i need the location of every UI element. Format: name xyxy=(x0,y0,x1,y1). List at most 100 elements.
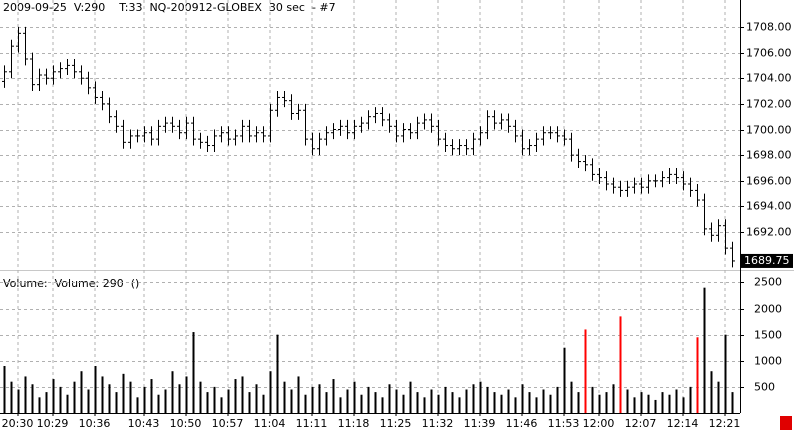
volume-bar xyxy=(297,376,300,413)
volume-bar xyxy=(339,397,342,413)
volume-bar xyxy=(108,384,111,413)
volume-bar xyxy=(66,394,69,413)
volume-bar xyxy=(388,384,391,413)
volume-bar xyxy=(423,397,426,413)
volume-bar xyxy=(633,397,636,413)
volume-bar xyxy=(101,376,104,413)
volume-bar xyxy=(38,397,41,413)
x-tick-label: 10:36 xyxy=(79,417,111,430)
volume-bar xyxy=(731,392,734,413)
volume-bar xyxy=(80,371,83,413)
volume-bar xyxy=(255,384,258,413)
volume-bar xyxy=(430,389,433,413)
x-tick-label: 11:32 xyxy=(422,417,454,430)
volume-bar xyxy=(122,373,125,413)
volume-bar xyxy=(724,334,727,413)
last-price-label: 1689.75 xyxy=(744,254,790,267)
volume-bar xyxy=(493,392,496,413)
volume-bar xyxy=(143,386,146,413)
volume-bar xyxy=(10,381,13,413)
volume-bar xyxy=(479,381,482,413)
x-tick-label: 12:21 xyxy=(709,417,741,430)
x-tick-label: 20:30 xyxy=(2,417,34,430)
volume-bar xyxy=(647,394,650,413)
x-tick-label: 11:11 xyxy=(296,417,328,430)
volume-bar xyxy=(556,386,559,413)
volume-bar xyxy=(178,384,181,413)
volume-bar xyxy=(710,371,713,413)
y-tick-label: 2500 xyxy=(754,276,782,289)
volume-bar xyxy=(150,379,153,413)
volume-bar xyxy=(437,394,440,413)
volume-bar xyxy=(507,389,510,413)
volume-bar xyxy=(675,389,678,413)
volume-bar xyxy=(668,394,671,413)
volume-bar xyxy=(472,384,475,413)
volume-bar xyxy=(367,386,370,413)
x-tick-label: 10:50 xyxy=(170,417,202,430)
y-tick-label: 500 xyxy=(754,381,775,394)
y-tick-label: 2000 xyxy=(754,303,782,316)
volume-bar xyxy=(164,389,167,413)
status-indicator[interactable] xyxy=(780,416,792,430)
volume-bar xyxy=(500,394,503,413)
volume-bar xyxy=(542,389,545,413)
volume-bar xyxy=(45,392,48,413)
volume-bar xyxy=(591,386,594,413)
volume-bar xyxy=(605,392,608,413)
x-tick-label: 10:43 xyxy=(128,417,160,430)
volume-bar xyxy=(346,389,349,413)
x-tick-label: 11:39 xyxy=(464,417,496,430)
volume-bar xyxy=(570,381,573,413)
volume-bar xyxy=(94,366,97,413)
x-tick-label: 11:46 xyxy=(506,417,538,430)
chart-title: 2009-09-25 V:290 T:33 NQ-200912-GLOBEX 3… xyxy=(3,1,336,14)
volume-bar xyxy=(87,389,90,413)
volume-bar xyxy=(535,397,538,413)
x-tick-label: 11:53 xyxy=(548,417,580,430)
volume-bar xyxy=(290,389,293,413)
volume-bar xyxy=(199,381,202,413)
volume-bar xyxy=(521,384,524,413)
volume-bar xyxy=(52,379,55,413)
x-tick-label: 10:57 xyxy=(212,417,244,430)
volume-bar xyxy=(444,386,447,413)
volume-bar xyxy=(269,371,272,413)
volume-bar xyxy=(24,376,27,413)
volume-bar xyxy=(528,392,531,413)
x-tick-label: 11:25 xyxy=(380,417,412,430)
volume-bar xyxy=(171,371,174,413)
volume-bar xyxy=(612,384,615,413)
y-tick-label: 1702.00 xyxy=(746,98,792,111)
volume-bar xyxy=(451,392,454,413)
volume-bar xyxy=(395,389,398,413)
volume-bar xyxy=(276,334,279,413)
volume-bar xyxy=(353,381,356,413)
volume-bar xyxy=(213,386,216,413)
volume-bar xyxy=(206,392,209,413)
y-tick-label: 1696.00 xyxy=(746,175,792,188)
volume-bar xyxy=(374,392,377,413)
volume-bar xyxy=(325,392,328,413)
y-tick-label: 1700.00 xyxy=(746,124,792,137)
volume-bar xyxy=(584,329,587,413)
volume-bar xyxy=(262,394,265,413)
y-tick-label: 1698.00 xyxy=(746,149,792,162)
volume-bar xyxy=(717,381,720,413)
volume-bar xyxy=(577,392,580,413)
x-tick-label: 12:14 xyxy=(667,417,699,430)
volume-bar xyxy=(703,287,706,413)
y-tick-label: 1000 xyxy=(754,355,782,368)
volume-bar xyxy=(248,392,251,413)
volume-bar xyxy=(563,347,566,413)
y-tick-label: 1706.00 xyxy=(746,47,792,60)
y-tick-label: 1708.00 xyxy=(746,21,792,34)
volume-bar xyxy=(192,332,195,413)
volume-bar xyxy=(73,381,76,413)
volume-bar xyxy=(157,394,160,413)
volume-bar xyxy=(59,386,62,413)
volume-bar xyxy=(31,384,34,413)
volume-bar xyxy=(3,366,6,413)
